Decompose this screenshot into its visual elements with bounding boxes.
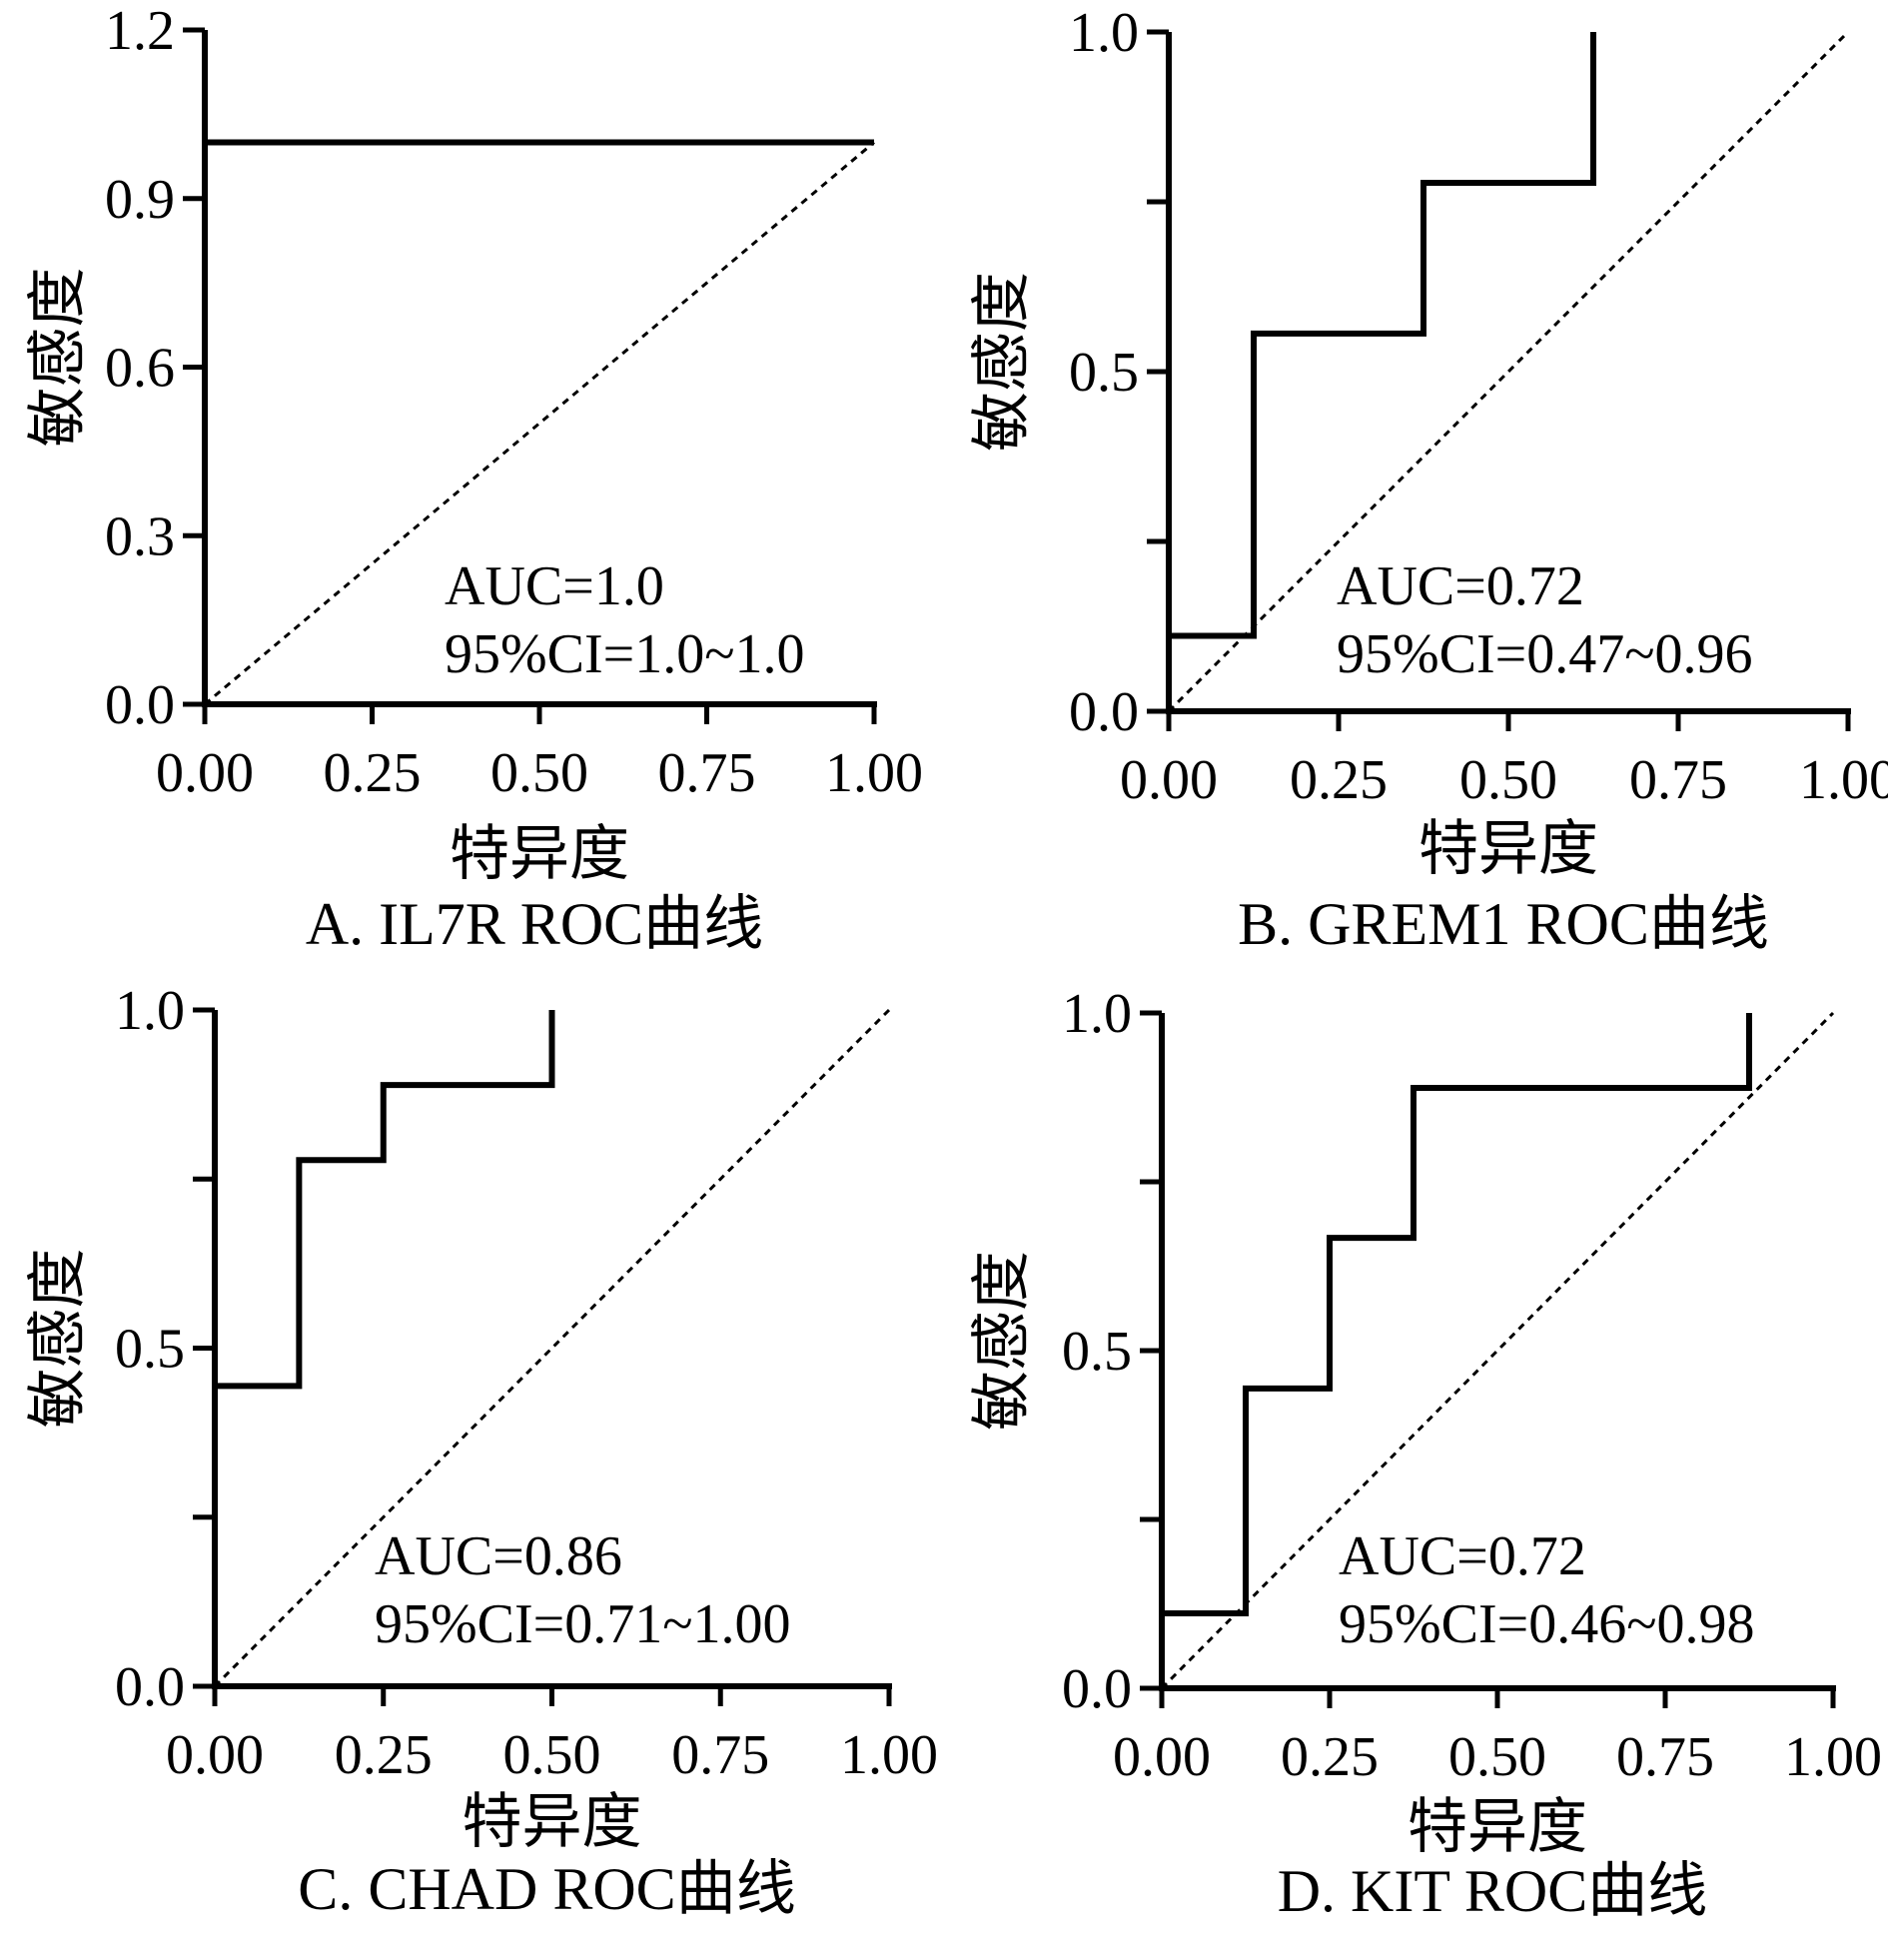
y-axis-title: 敏感度	[25, 268, 91, 448]
x-tick-label: 0.25	[335, 1724, 433, 1786]
y-tick-label: 1.2	[105, 0, 175, 62]
reference-diagonal-line	[213, 1008, 891, 1688]
x-axis-title: 特异度	[1408, 1794, 1587, 1860]
ci-annotation: 95%CI=0.47~0.96	[1337, 623, 1753, 685]
reference-diagonal-line	[1167, 30, 1850, 713]
auc-annotation: AUC=0.86	[375, 1525, 622, 1587]
x-tick-label: 0.75	[1629, 749, 1727, 811]
roc-chart-c: 0.00 0.25 0.50 0.75 1.00 0.0 0.5 1.0 AUC=0.8695%…	[25, 980, 938, 1922]
x-tick-label: 0.25	[324, 742, 422, 804]
y-tick-label: 0.0	[1069, 681, 1139, 743]
x-tick-label: 0.75	[658, 742, 756, 804]
y-axis-title: 敏感度	[969, 272, 1035, 452]
x-axis-title: 特异度	[450, 821, 629, 887]
y-tick-label: 0.9	[105, 169, 175, 231]
x-tick-label: 0.00	[1113, 1726, 1211, 1788]
roc-curve-line	[202, 139, 874, 704]
auc-annotation: AUC=0.72	[1337, 555, 1584, 617]
x-tick-label: 0.75	[1616, 1726, 1714, 1788]
roc-panel-d: 0.00 0.25 0.50 0.75 1.00 0.0 0.5 1.0 AUC=0.72 95%…	[944, 980, 1888, 1960]
x-tick-label: 0.50	[1448, 1726, 1546, 1788]
y-axis-title: 敏感度	[969, 1251, 1035, 1431]
roc-chart-b: 0.00 0.25 0.50 0.75 1.00 0.0 0.5 1.0 AUC=0.7295%…	[969, 2, 1888, 957]
y-tick-label: 0.0	[115, 1656, 185, 1718]
ci-annotation: 95%CI=0.71~1.00	[375, 1593, 791, 1655]
x-tick-label: 1.00	[825, 742, 923, 804]
y-tick-label: 0.0	[1062, 1658, 1132, 1720]
roc-panel-b: 0.00 0.25 0.50 0.75 1.00 0.0 0.5 1.0 AUC=0.72 95%…	[944, 0, 1888, 980]
y-tick-label: 0.3	[105, 505, 175, 567]
y-tick-label: 1.0	[115, 980, 185, 1042]
reference-diagonal-line	[204, 141, 875, 706]
x-tick-label: 1.00	[1784, 1726, 1882, 1788]
panel-caption: C. CHAD ROC曲线	[298, 1856, 795, 1922]
x-tick-label: 0.25	[1290, 749, 1388, 811]
ci-annotation: 95%CI=1.0~1.0	[445, 623, 805, 685]
roc-panel-a: 0.00 0.25 0.50 0.75 1.00 0.0 0.3 0.6 0.9 1.2 AUC=1…	[0, 0, 944, 980]
x-tick-label: 0.25	[1281, 1726, 1379, 1788]
roc-chart-d: 0.00 0.25 0.50 0.75 1.00 0.0 0.5 1.0 AUC=0.7295%…	[969, 983, 1882, 1924]
reference-diagonal-line	[1160, 1011, 1835, 1690]
roc-curve-line	[212, 1010, 555, 1390]
roc-chart-a: 0.00 0.25 0.50 0.75 1.00 0.0 0.3 0.6 0.9 1.2 AUC=1…	[25, 0, 923, 957]
x-axis-title: 特异度	[463, 1789, 642, 1855]
x-tick-label: 0.50	[490, 742, 588, 804]
ci-annotation: 95%CI=0.46~0.98	[1339, 1593, 1755, 1655]
y-tick-label: 0.6	[105, 338, 175, 400]
auc-annotation: AUC=0.72	[1339, 1525, 1586, 1587]
y-tick-label: 0.5	[115, 1319, 185, 1381]
y-tick-label: 1.0	[1062, 983, 1132, 1045]
panel-caption: D. KIT ROC曲线	[1278, 1858, 1708, 1924]
roc-curve-line	[1159, 1013, 1752, 1688]
x-tick-label: 0.50	[503, 1724, 601, 1786]
x-tick-label: 1.00	[1799, 749, 1888, 811]
x-tick-label: 1.00	[840, 1724, 938, 1786]
roc-curve-line	[1166, 32, 1596, 711]
roc-panel-c: 0.00 0.25 0.50 0.75 1.00 0.0 0.5 1.0 AUC=0.86 95%…	[0, 980, 944, 1960]
y-tick-label: 0.5	[1069, 342, 1139, 404]
auc-annotation: AUC=1.0	[445, 555, 664, 617]
x-tick-label: 0.50	[1459, 749, 1557, 811]
y-tick-label: 0.0	[105, 674, 175, 736]
y-axis-title: 敏感度	[25, 1249, 91, 1429]
x-axis-title: 特异度	[1418, 816, 1598, 882]
x-tick-label: 0.00	[1120, 749, 1218, 811]
x-tick-label: 0.75	[671, 1724, 769, 1786]
x-tick-label: 0.00	[166, 1724, 264, 1786]
panel-caption: A. IL7R ROC曲线	[306, 891, 763, 957]
x-tick-label: 0.00	[156, 742, 254, 804]
y-tick-label: 0.5	[1062, 1321, 1132, 1383]
panel-caption: B. GREM1 ROC曲线	[1238, 891, 1769, 957]
y-tick-label: 1.0	[1069, 2, 1139, 64]
